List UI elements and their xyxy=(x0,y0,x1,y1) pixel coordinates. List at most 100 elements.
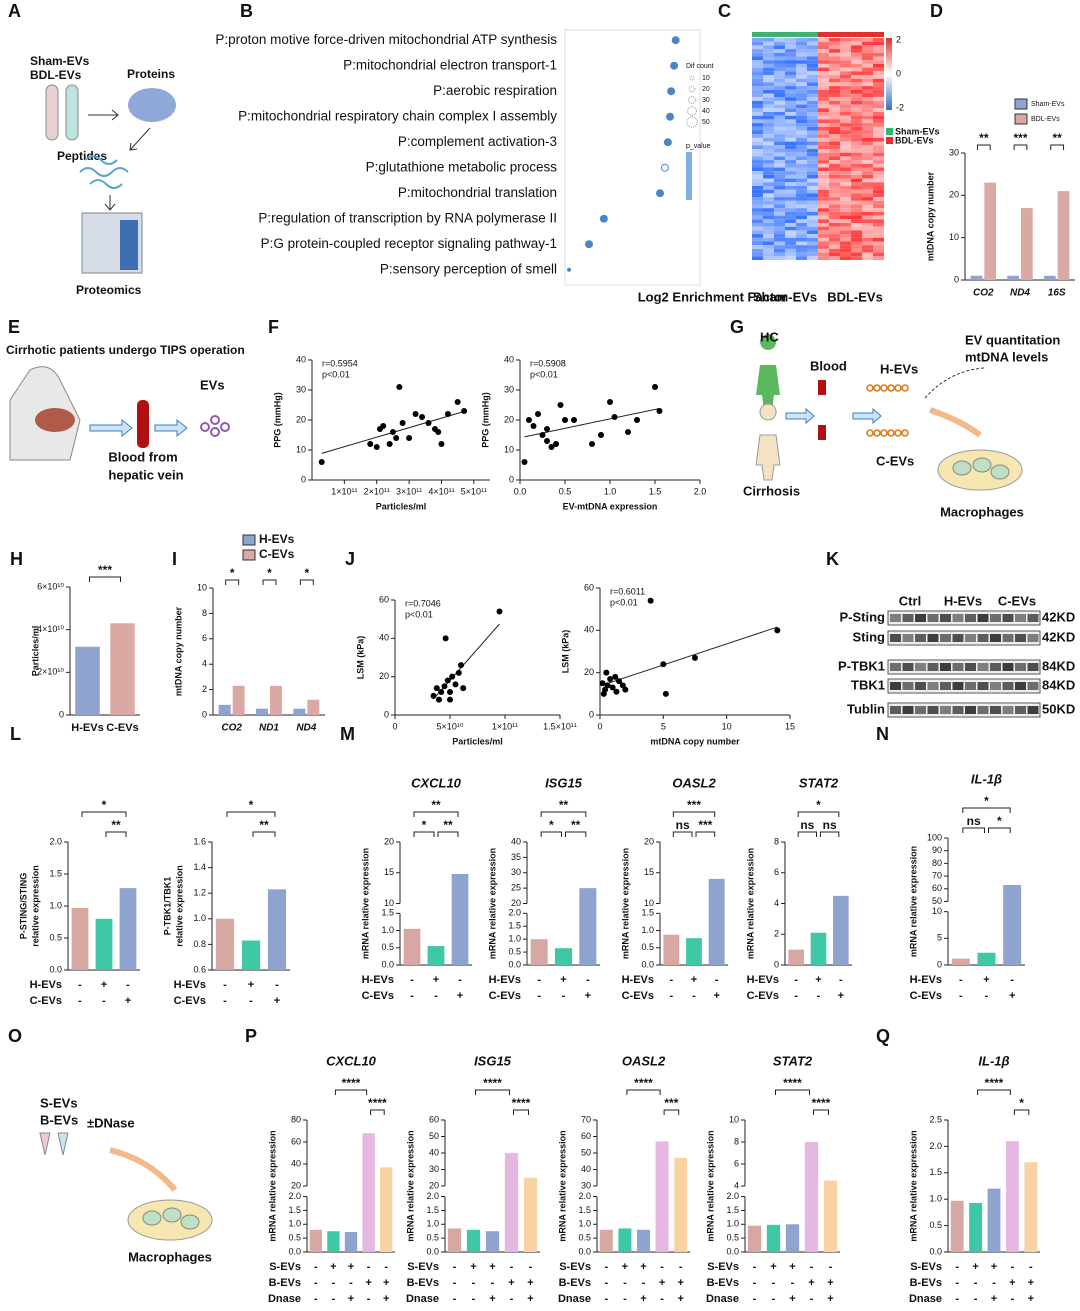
blot-band xyxy=(902,634,914,642)
significance-label: * xyxy=(816,798,821,812)
significance-bracket xyxy=(1013,1109,1030,1115)
heatmap-cell xyxy=(807,93,818,98)
blot-band xyxy=(940,682,951,690)
heatmap-cell xyxy=(796,60,807,64)
x-axis-label: Particles/ml xyxy=(452,736,503,746)
heatmap-cell xyxy=(796,89,807,94)
x-axis-label: mtDNA copy number xyxy=(650,736,740,746)
heatmap-cell xyxy=(818,189,829,194)
heatmap-cell xyxy=(785,163,796,168)
heatmap-cell xyxy=(829,145,840,149)
heatmap-cell xyxy=(840,137,851,142)
bar xyxy=(951,958,970,965)
heatmap-cell xyxy=(763,78,774,83)
heatmap-cell xyxy=(807,182,818,186)
heatmap-cell xyxy=(829,197,840,201)
heatmap-cell xyxy=(763,252,774,257)
heatmap-cell xyxy=(752,93,763,98)
heatmap-cell xyxy=(851,245,862,249)
row-sign: + xyxy=(991,1293,997,1305)
heatmap-cell xyxy=(807,141,818,146)
heatmap-cell xyxy=(763,156,774,161)
y-tick-label: 8 xyxy=(774,836,779,846)
heatmap-cell xyxy=(796,252,807,257)
heatmap-cell xyxy=(774,171,785,175)
heatmap-cell xyxy=(873,197,884,201)
blot-label: Tublin xyxy=(847,701,885,716)
heatmap-cell xyxy=(807,215,818,220)
legend-label: BDL-EVs xyxy=(895,135,934,145)
heatmap-cell xyxy=(851,78,862,83)
heatmap-cell xyxy=(752,108,763,112)
significance-label: * xyxy=(230,566,235,580)
heatmap-cell xyxy=(807,60,818,64)
y-axis-label: relative expression xyxy=(174,865,184,947)
heatmap-cell xyxy=(840,104,851,109)
y-tick-label: 1.0 xyxy=(578,1219,591,1229)
row-sign: + xyxy=(330,1261,336,1273)
heatmap-cell xyxy=(818,241,829,246)
point xyxy=(444,677,451,684)
heatmap-cell xyxy=(818,248,829,253)
heatmap-cell xyxy=(774,93,785,98)
heatmap-cell xyxy=(840,189,851,194)
dot xyxy=(599,214,608,223)
significance-bracket xyxy=(962,807,1011,813)
heatmap-cell xyxy=(873,63,884,68)
significance-label: * xyxy=(549,818,554,832)
heatmap-cell xyxy=(851,108,862,112)
point xyxy=(553,441,559,447)
x-tick-label: C-EVs xyxy=(106,722,138,734)
point xyxy=(526,417,532,423)
y-axis-label: mtDNA copy number xyxy=(173,606,183,696)
bar xyxy=(984,182,997,280)
y-tick-label: 1.0 xyxy=(381,925,394,935)
y-tick-label: 30 xyxy=(429,1164,439,1174)
heatmap-cell xyxy=(807,123,818,127)
panel-letter: L xyxy=(10,724,21,744)
heatmap-cell xyxy=(785,78,796,83)
heatmap-cell xyxy=(873,108,884,112)
heatmap-cell xyxy=(752,145,763,149)
heatmap-cell xyxy=(807,252,818,257)
heatmap-cell xyxy=(840,149,851,153)
significance-bracket xyxy=(820,831,840,837)
panel-letter: N xyxy=(876,724,889,744)
heatmap-cell xyxy=(796,211,807,216)
y-tick-label: 40 xyxy=(296,354,306,364)
heatmap-cell xyxy=(829,60,840,64)
heatmap-cell xyxy=(851,219,862,223)
y-tick-label: 10 xyxy=(644,898,654,908)
heatmap-cell xyxy=(807,171,818,175)
heatmap-cell xyxy=(785,204,796,209)
heatmap-cell xyxy=(851,41,862,46)
row-label: S-EVs xyxy=(559,1261,591,1273)
heatmap-cell xyxy=(785,82,796,87)
heatmap-cell xyxy=(840,49,851,53)
heatmap-cell xyxy=(774,97,785,101)
significance-label: ** xyxy=(1052,131,1062,145)
point xyxy=(399,420,406,426)
heatmap-cell xyxy=(807,119,818,124)
heatmap-cell xyxy=(774,130,785,135)
point xyxy=(613,688,620,695)
heatmap-cell xyxy=(763,38,774,42)
y-tick-label: 60 xyxy=(584,582,594,592)
heatmap-cell xyxy=(862,189,873,194)
blot-group: Ctrl xyxy=(899,593,921,608)
macrophage xyxy=(162,1207,182,1223)
heatmap-cell xyxy=(862,82,873,87)
heatmap-cell xyxy=(862,89,873,94)
heatmap-cell xyxy=(873,178,884,183)
blot-band xyxy=(927,634,939,642)
y-tick-label: 70 xyxy=(581,1114,591,1124)
heatmap-cell xyxy=(796,45,807,50)
heatmap-cell xyxy=(851,145,862,149)
bar xyxy=(663,934,680,965)
heatmap-cell xyxy=(818,178,829,183)
heatmap-cell xyxy=(862,197,873,201)
heatmap-cell xyxy=(785,123,796,127)
row-sign: + xyxy=(527,1277,533,1289)
significance-label: *** xyxy=(664,1096,678,1110)
heatmap-cell xyxy=(774,145,785,149)
